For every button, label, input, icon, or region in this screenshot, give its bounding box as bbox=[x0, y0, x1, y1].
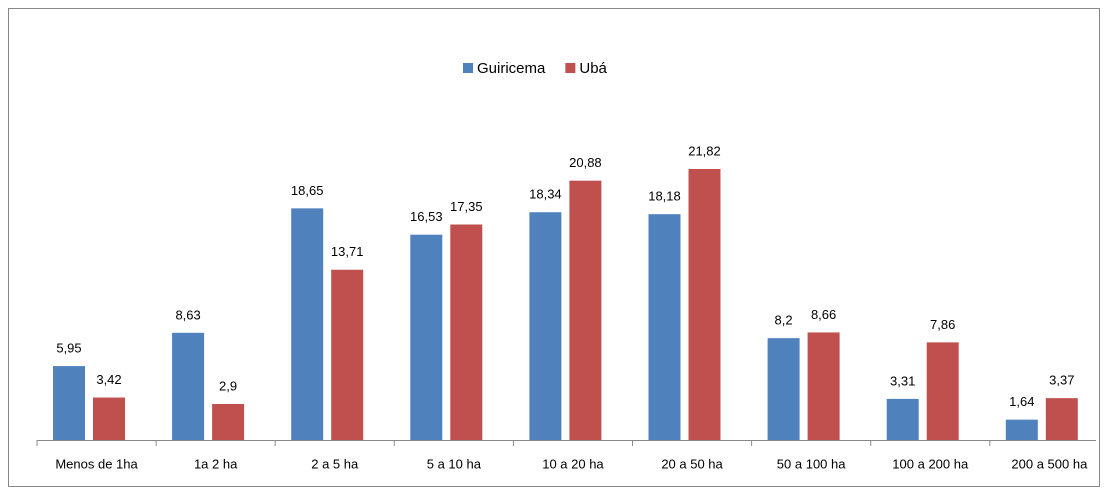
value-label: 3,42 bbox=[96, 372, 121, 387]
bar bbox=[53, 366, 85, 440]
bar bbox=[648, 214, 681, 440]
x-tick-label: Menos de 1ha bbox=[55, 456, 138, 471]
legend-label: Guiricema bbox=[477, 60, 546, 77]
bar bbox=[331, 269, 364, 440]
bar bbox=[1045, 398, 1078, 440]
value-label: 8,66 bbox=[811, 307, 836, 322]
value-label: 18,65 bbox=[291, 183, 324, 198]
bar bbox=[172, 332, 205, 440]
bar bbox=[807, 332, 840, 440]
bar bbox=[529, 212, 562, 440]
bar bbox=[886, 398, 919, 440]
bar bbox=[926, 342, 959, 440]
bar bbox=[767, 338, 800, 440]
bar bbox=[93, 397, 125, 440]
value-label: 3,37 bbox=[1049, 373, 1074, 388]
bar bbox=[1005, 419, 1038, 440]
x-tick-label: 2 a 5 ha bbox=[311, 456, 359, 471]
value-label: 3,31 bbox=[890, 373, 915, 388]
value-label: 7,86 bbox=[930, 317, 955, 332]
x-tick-label: 100 a 200 ha bbox=[892, 456, 969, 471]
value-label: 5,95 bbox=[56, 341, 81, 356]
value-label: 1,64 bbox=[1009, 394, 1034, 409]
value-label: 8,2 bbox=[775, 313, 793, 328]
x-tick-label: 5 a 10 ha bbox=[427, 456, 482, 471]
value-label: 16,53 bbox=[410, 209, 443, 224]
legend-swatch bbox=[565, 63, 576, 73]
bar bbox=[450, 224, 483, 440]
x-tick-label: 50 a 100 ha bbox=[777, 456, 846, 471]
bar bbox=[291, 208, 324, 440]
value-label: 8,63 bbox=[175, 307, 200, 322]
bar bbox=[410, 234, 443, 440]
x-tick-label: 1a 2 ha bbox=[194, 456, 238, 471]
value-label: 2,9 bbox=[219, 378, 237, 393]
value-label: 17,35 bbox=[450, 199, 483, 214]
legend-swatch bbox=[463, 63, 473, 73]
value-label: 18,18 bbox=[648, 189, 681, 204]
bar bbox=[212, 403, 245, 440]
x-tick-label: 200 a 500 ha bbox=[1011, 456, 1088, 471]
bar bbox=[569, 180, 602, 440]
value-label: 21,82 bbox=[688, 143, 721, 158]
value-label: 20,88 bbox=[569, 155, 602, 170]
bar bbox=[688, 168, 721, 440]
x-tick-label: 20 a 50 ha bbox=[661, 456, 723, 471]
x-tick-label: 10 a 20 ha bbox=[542, 456, 604, 471]
legend-label: Ubá bbox=[579, 60, 607, 77]
value-label: 13,71 bbox=[331, 244, 364, 259]
value-label: 18,34 bbox=[529, 187, 562, 202]
